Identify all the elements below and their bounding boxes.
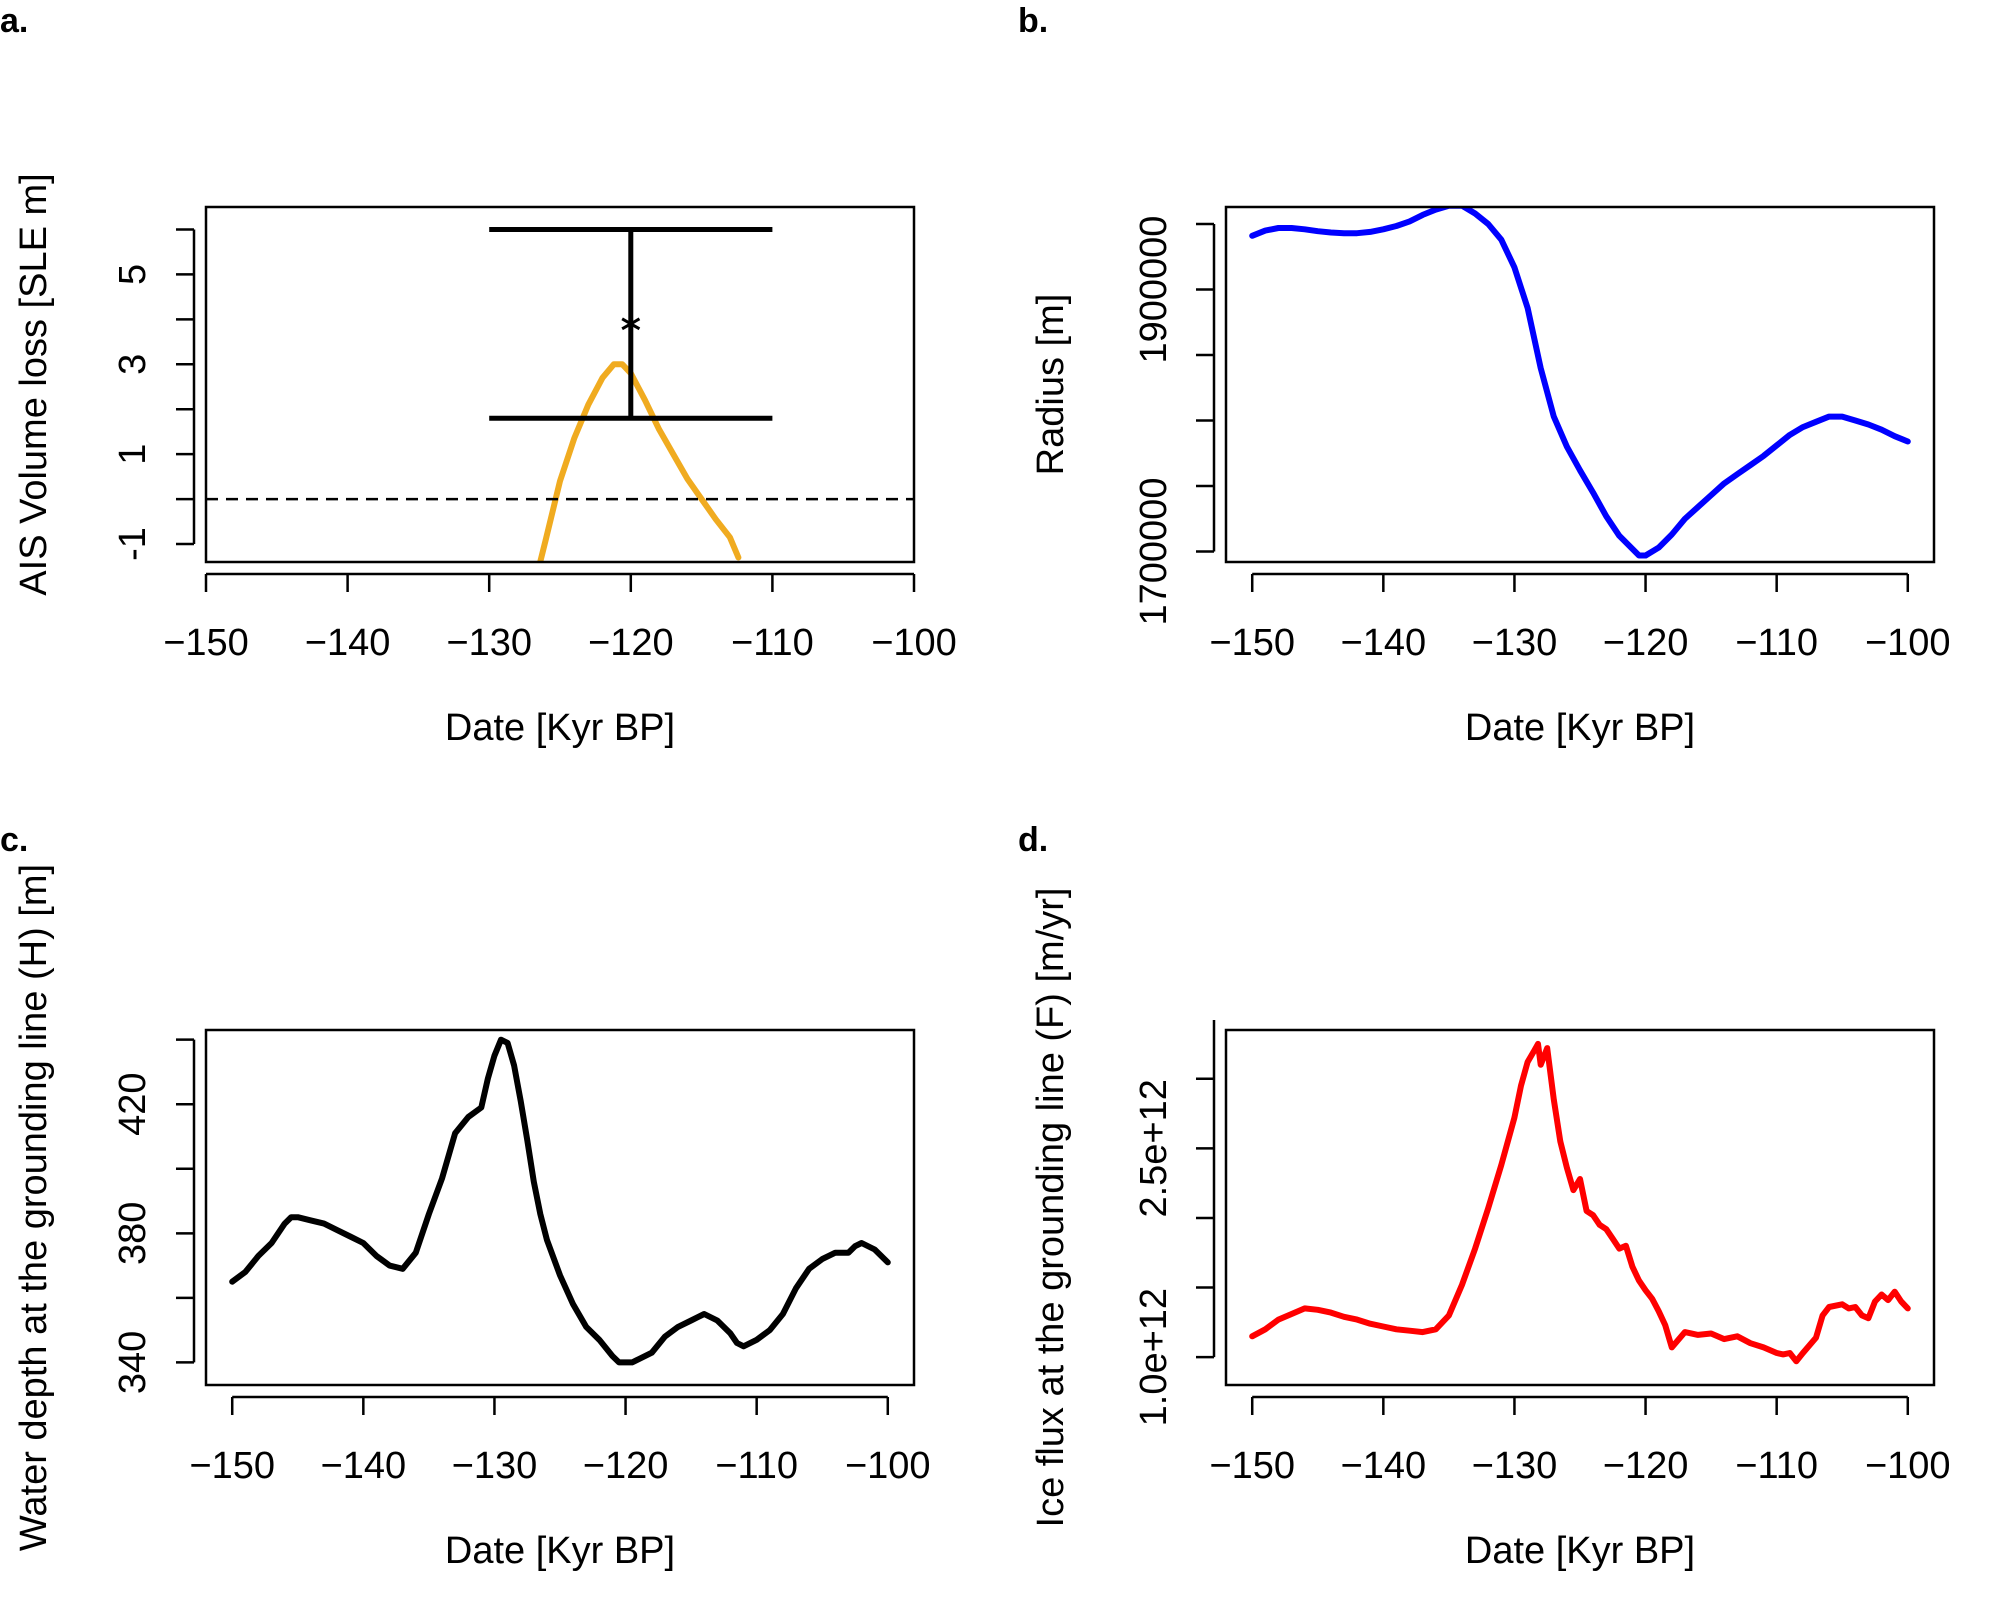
panel-b: b. −150 −140 −130 −120 −110 −100 1700000 1900000… [1018,2,1951,749]
x-tick-label: −120 [588,622,674,664]
x-tick-label: −150 [1209,622,1295,664]
series-line [1249,207,1911,559]
y-tick-label: -1 [112,527,154,561]
x-tick-label: −110 [1735,1445,1818,1487]
y-axis-title: Water depth at the grounding line (H) [m… [13,864,55,1551]
y-axis-title: Radius [m] [1030,294,1072,476]
x-axis-title: Date [Kyr BP] [1465,707,1695,749]
y-axis-title: Ice flux at the grounding line (F) [m/yr… [1030,888,1072,1528]
x-tick-label: −100 [1865,1445,1951,1487]
panel-a: a. −150 −140 −130 −120 −110 −100 -1 1 3 5 Date [Kyr… [0,2,957,749]
y-tick-label: 420 [112,1073,154,1136]
y-tick-label: 1 [112,444,154,465]
y-tick-label: 1.0e+12 [1133,1288,1175,1426]
x-tick-label: −140 [305,622,391,664]
series-line [229,1036,891,1366]
x-tick-label: −140 [1341,622,1427,664]
x-axis-title: Date [Kyr BP] [445,707,675,749]
x-tick-label: −150 [189,1445,275,1487]
y-tick-label: 2.5e+12 [1133,1079,1175,1217]
y-axis-title: AIS Volume loss [SLE m] [13,173,55,595]
series-line [1249,1040,1911,1365]
y-tick-label: 3 [112,354,154,375]
x-tick-label: −150 [163,622,249,664]
x-tick-label: −100 [1865,622,1951,664]
panel-c: c. −150 −140 −130 −120 −110 −100 340 380 420 Date … [0,821,931,1572]
x-tick-label: −100 [871,622,957,664]
panel-label: b. [1018,2,1048,40]
x-tick-label: −150 [1209,1445,1295,1487]
x-tick-label: −100 [845,1445,931,1487]
x-tick-label: −120 [583,1445,669,1487]
y-tick-label: 380 [112,1202,154,1265]
panel-label: a. [0,2,28,40]
x-tick-label: −120 [1603,622,1689,664]
x-tick-label: −140 [321,1445,407,1487]
y-tick-label: 1900000 [1133,216,1175,364]
y-tick-label: 340 [112,1331,154,1394]
x-tick-label: −110 [731,622,814,664]
mean-asterisk-marker [621,313,641,334]
x-tick-label: −120 [1603,1445,1689,1487]
x-tick-label: −110 [715,1445,798,1487]
x-tick-label: −130 [452,1445,538,1487]
x-tick-label: −140 [1341,1445,1427,1487]
x-tick-label: −110 [1735,622,1818,664]
y-tick-label: 5 [112,264,154,285]
panel-label: d. [1018,821,1048,859]
x-tick-label: −130 [1472,1445,1558,1487]
plot-frame [204,1028,916,1387]
y-tick-label: 1700000 [1133,478,1175,626]
x-axis-title: Date [Kyr BP] [1465,1530,1695,1572]
panel-label: c. [0,821,28,859]
panel-d: d. −150 −140 −130 −120 −110 −100 1.0e+12 2.5e+12… [1018,821,1951,1572]
plot-frame [1224,205,1936,564]
x-axis-title: Date [Kyr BP] [445,1530,675,1572]
x-tick-label: −130 [1472,622,1558,664]
plot-frame [1224,1028,1936,1387]
x-tick-label: −130 [446,622,532,664]
plot-frame [204,205,916,564]
